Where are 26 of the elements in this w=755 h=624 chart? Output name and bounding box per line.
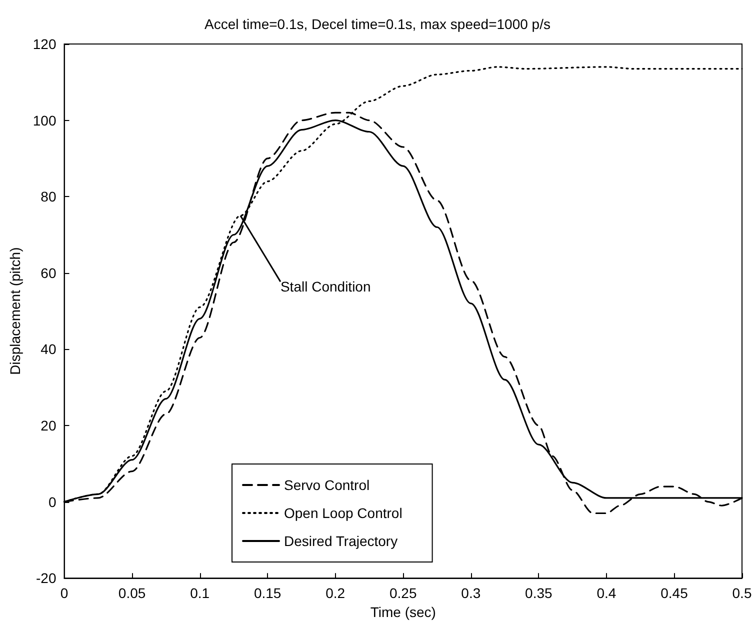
x-tick-label: 0.5 [732,585,752,602]
x-tick-label: 0.4 [596,585,616,602]
legend-label: Open Loop Control [284,505,402,521]
y-tick-label: 80 [40,188,56,205]
x-tick-label: 0 [60,585,68,602]
y-tick-label: 100 [32,112,56,128]
y-tick-label: 40 [40,341,56,358]
legend-label: Servo Control [284,477,370,493]
x-axis-title: Time (sec) [370,604,436,620]
y-tick-label: -20 [36,570,56,586]
x-tick-label: 0.05 [118,585,146,602]
x-tick-label: 0.15 [254,585,282,602]
legend-label: Desired Trajectory [284,533,398,549]
y-axis-title: Displacement (pitch) [7,247,23,375]
y-tick-label: 120 [32,36,56,52]
x-tick-label: 0.2 [326,585,346,602]
y-tick-label: 0 [48,494,56,510]
y-tick-label: 60 [40,264,56,281]
x-tick-label: 0.35 [525,585,553,602]
chart-title: Accel time=0.1s, Decel time=0.1s, max speed=1000 p/s [204,16,550,32]
y-tick-label: 20 [40,418,56,434]
x-tick-label: 0.3 [461,585,481,602]
x-tick-label: 0.25 [390,585,417,602]
x-tick-label: 0.1 [190,585,210,602]
x-tick-label: 0.45 [660,585,688,602]
annotation: Stall Condition [280,278,371,295]
